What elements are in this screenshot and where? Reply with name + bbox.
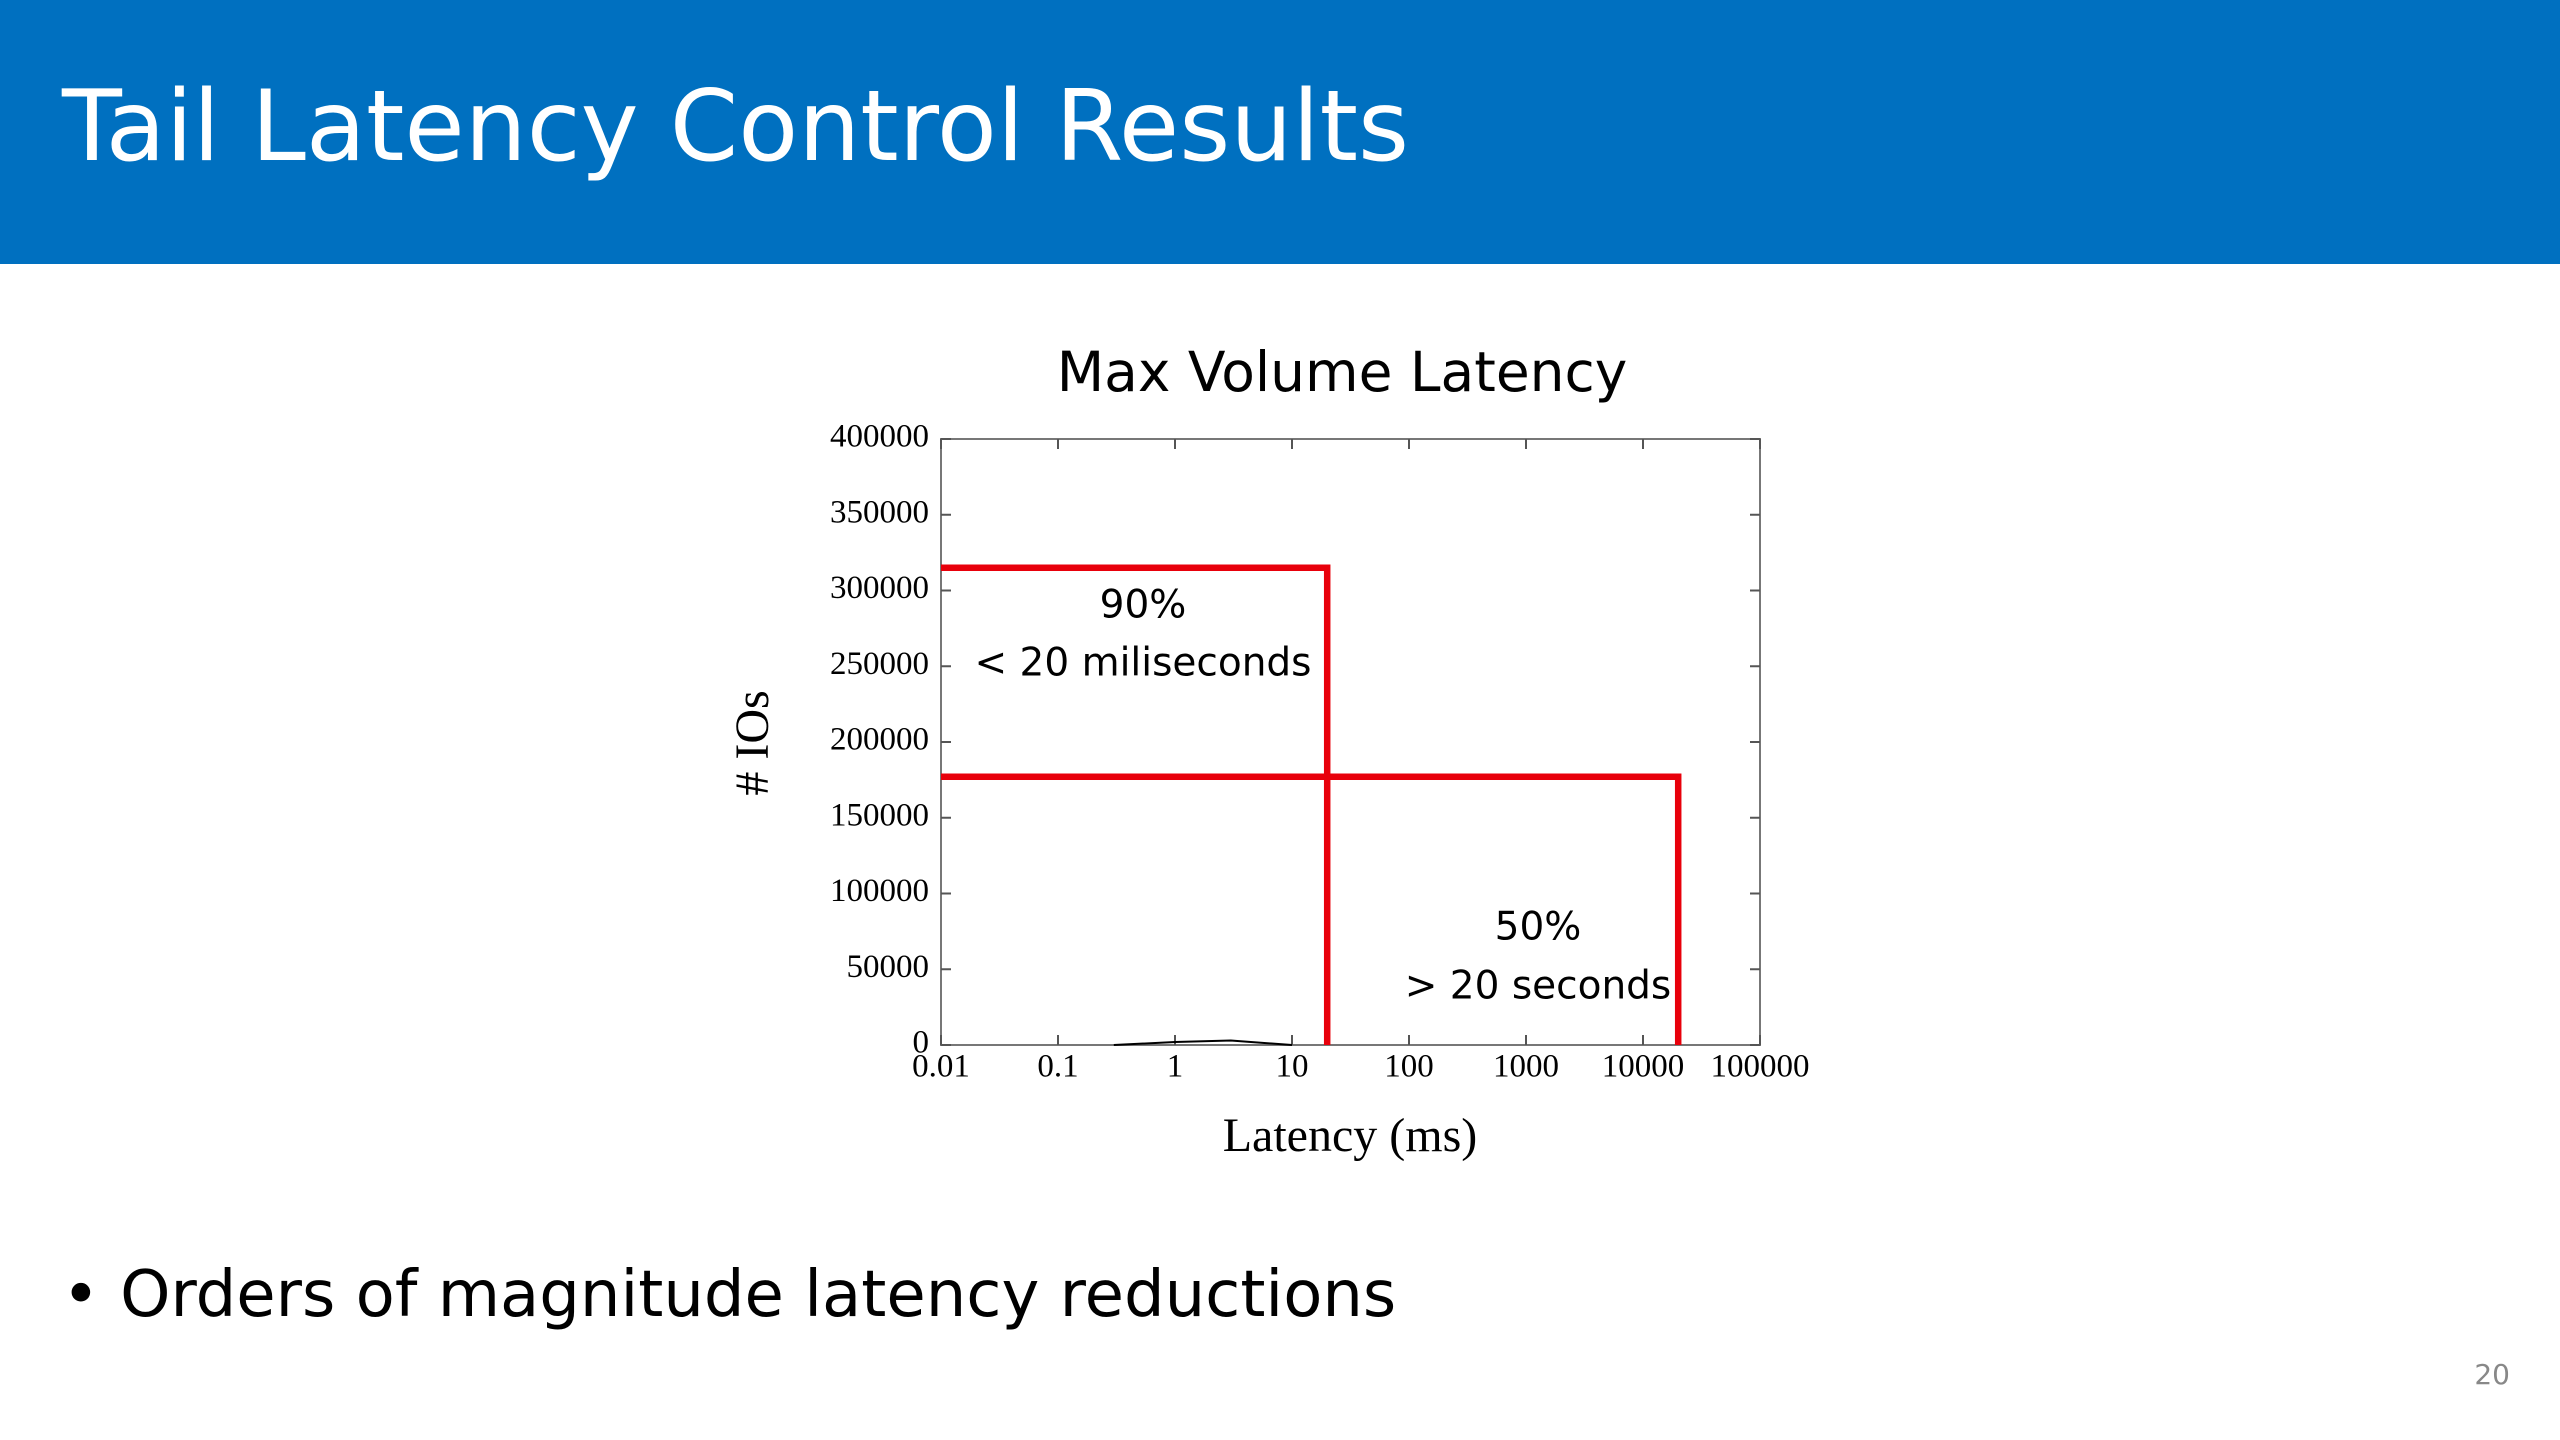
y-tick-label: 50000 xyxy=(847,949,930,985)
x-axis-label: Latency (ms) xyxy=(1223,1109,1478,1162)
data-line xyxy=(941,773,1682,1045)
y-tick-label: 150000 xyxy=(830,797,929,833)
annotation: 90% xyxy=(1100,583,1187,628)
header-band: Tail Latency Control Results xyxy=(0,0,2560,264)
annotation: > 20 seconds xyxy=(1405,964,1672,1009)
x-tick-label: 10 xyxy=(1276,1049,1309,1085)
y-tick-label: 400000 xyxy=(830,419,929,455)
y-tick-label: 350000 xyxy=(830,494,929,530)
bullet-item: • Orders of magnitude latency reductions xyxy=(62,1258,1397,1332)
y-tick-label: 200000 xyxy=(830,722,929,758)
y-tick-label: 100000 xyxy=(830,873,929,909)
annotation: < 20 miliseconds xyxy=(974,641,1311,686)
x-tick-label: 0.1 xyxy=(1037,1049,1078,1085)
page-number: 20 xyxy=(2474,1358,2510,1391)
x-tick-label: 0.01 xyxy=(912,1049,970,1085)
y-tick-label: 300000 xyxy=(830,570,929,606)
data-line xyxy=(941,564,1331,1045)
x-tick-label: 1 xyxy=(1167,1049,1184,1085)
y-tick-label: 0 xyxy=(913,1025,930,1061)
chart-title: Max Volume Latency xyxy=(1057,340,1628,404)
annotation: 50% xyxy=(1495,905,1582,950)
data-line xyxy=(1113,1039,1293,1046)
x-tick-label: 100000 xyxy=(1711,1049,1810,1085)
y-axis-label: # IOs xyxy=(726,690,779,795)
slide-title: Tail Latency Control Results xyxy=(62,70,1410,184)
x-tick-label: 10000 xyxy=(1602,1049,1685,1085)
plot-frame xyxy=(940,438,1761,1046)
x-tick-label: 1000 xyxy=(1493,1049,1559,1085)
y-tick-label: 250000 xyxy=(830,646,929,682)
bullet-text: Orders of magnitude latency reductions xyxy=(120,1258,1397,1332)
x-tick-label: 100 xyxy=(1384,1049,1434,1085)
